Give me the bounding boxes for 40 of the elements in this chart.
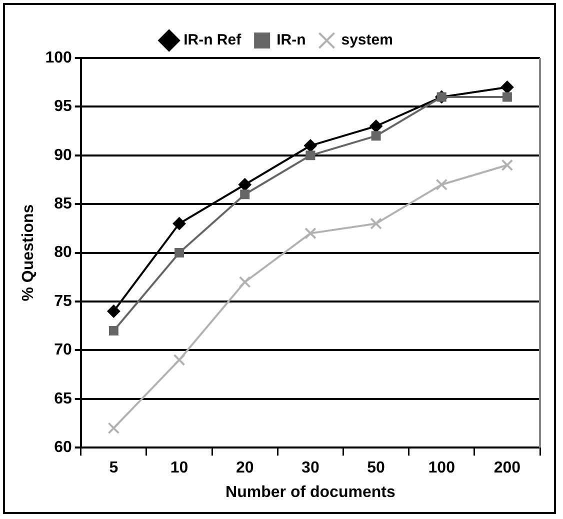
x-tick-label: 50 (367, 460, 386, 477)
x-axis-title: Number of documents (226, 484, 396, 501)
y-tick-label: 80 (54, 244, 72, 262)
point (502, 92, 512, 102)
point (500, 80, 514, 94)
point (371, 131, 381, 141)
y-axis-title: % Questions (20, 204, 38, 302)
x-tick-label: 5 (109, 460, 118, 477)
legend-label: IR-n Ref (184, 32, 242, 49)
point (108, 326, 118, 336)
legend-label: system (341, 32, 393, 49)
x-tick-label: 20 (236, 460, 254, 477)
point (370, 218, 382, 230)
point (238, 276, 251, 288)
point (306, 150, 316, 160)
point (238, 178, 252, 192)
point (107, 304, 120, 318)
point (304, 227, 316, 240)
point (173, 354, 186, 366)
y-tick-label: 85 (54, 196, 72, 213)
point (304, 139, 317, 152)
legend-label: IR-n (276, 32, 306, 49)
y-tick-label: 95 (54, 98, 72, 116)
y-tick-label: 75 (54, 292, 72, 310)
point (108, 422, 120, 434)
x-tick-label: 100 (428, 460, 456, 477)
y-tick-label: 90 (54, 146, 72, 164)
y-tick-label: 70 (54, 342, 72, 359)
point (501, 159, 514, 172)
x-tick-label: 10 (170, 460, 188, 477)
point (370, 120, 383, 133)
point (174, 248, 184, 258)
point (240, 190, 250, 200)
y-tick-label: 100 (45, 49, 72, 66)
point (436, 178, 448, 191)
y-tick-label: 65 (54, 390, 72, 408)
y-tick-label: 60 (54, 439, 72, 456)
x-tick-label: 200 (494, 460, 521, 477)
point (172, 217, 186, 230)
x-tick-label: 30 (302, 460, 320, 477)
